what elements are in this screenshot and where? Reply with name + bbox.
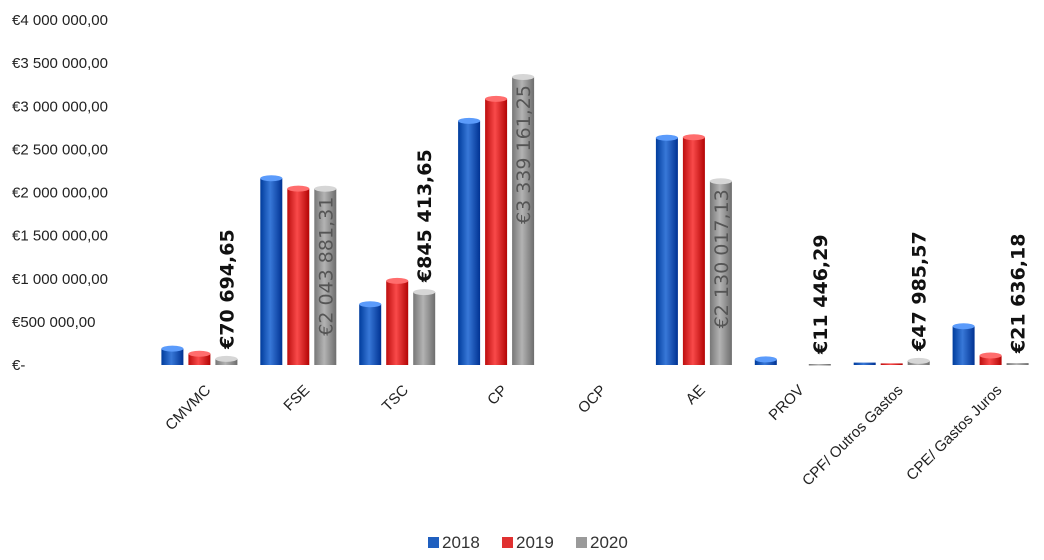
bar-cp-2018 [458, 120, 481, 366]
data-label: €11 446,29 [810, 234, 832, 355]
bar-cap [359, 301, 382, 308]
data-label: €3 339 161,25 [513, 85, 535, 224]
legend-swatch [576, 537, 587, 548]
y-tick-label: €1 500 000,00 [12, 228, 108, 245]
bar-cp-2020 [512, 77, 535, 365]
bar-cpf-outros-gastos-2019 [880, 363, 903, 365]
bar-cmvmc-2019 [188, 353, 211, 365]
bars [161, 74, 1029, 366]
bar-tsc-2020 [413, 292, 436, 365]
data-labels: €70 694,65 €2 043 881,31 €845 413,65 €3 339… [216, 85, 1029, 355]
y-tick-label: €500 000,00 [12, 314, 95, 331]
x-tick-label: CPE/ Gastos Juros [903, 382, 1005, 484]
x-tick-label: CPF/ Outros Gastos [799, 382, 907, 490]
bar-cap [260, 175, 283, 182]
data-label: €70 694,65 [216, 229, 238, 350]
bar-cap [386, 277, 409, 284]
bar-tsc-2018 [359, 304, 382, 365]
y-tick-label: €3 500 000,00 [12, 55, 108, 72]
x-tick-label: AE [683, 382, 709, 408]
bar-prov-2020 [808, 364, 831, 366]
legend-swatch [428, 537, 439, 548]
bar-cap [314, 185, 337, 192]
y-tick-label: €2 000 000,00 [12, 185, 108, 202]
bar-fse-2020 [314, 188, 337, 365]
bar-cp-2019 [485, 98, 508, 366]
bar-cap [754, 356, 777, 363]
bar-cap [709, 178, 732, 185]
bar-cap [979, 352, 1002, 359]
legend: 2018 2019 2020 [428, 533, 628, 552]
y-axis-ticks: €- €500 000,00 €1 000 000,00 €1 500 000,00 €… [12, 12, 108, 374]
bar-cap [188, 350, 211, 357]
y-tick-label: €2 500 000,00 [12, 141, 108, 158]
x-tick-label: PROV [766, 382, 808, 424]
bar-cmvmc-2018 [161, 348, 184, 365]
y-tick-label: €1 000 000,00 [12, 271, 108, 288]
bar-fse-2019 [287, 188, 310, 365]
bar-cap [512, 74, 535, 80]
bar-cap [485, 95, 508, 102]
bar-cap [458, 117, 481, 124]
bar-cap [215, 355, 238, 362]
x-tick-label: CP [484, 382, 511, 409]
data-label: €47 985,57 [909, 231, 931, 352]
bar-cap [655, 134, 678, 141]
bar-ae-2018 [655, 137, 678, 365]
legend-label: 2020 [590, 533, 628, 552]
bar-cpf-outros-gastos-2018 [853, 362, 876, 365]
bar-ae-2019 [682, 137, 705, 365]
x-tick-label: CMVMC [162, 382, 214, 434]
y-tick-label: €- [12, 357, 25, 374]
data-label: €2 043 881,31 [315, 197, 337, 336]
bar-ae-2020 [709, 181, 732, 365]
bar-cap [413, 289, 436, 296]
y-tick-label: €4 000 000,00 [12, 12, 108, 29]
bar-cmvmc-2020 [215, 358, 238, 365]
bar-cap [161, 345, 184, 352]
legend-label: 2018 [442, 533, 480, 552]
bar-tsc-2019 [386, 280, 409, 365]
bar-fse-2018 [260, 178, 283, 365]
bar-cap [907, 357, 930, 364]
bar-cpe-gastos-juros-2019 [979, 355, 1002, 365]
bar-cpe-gastos-juros-2020 [1006, 363, 1029, 365]
bar-cpe-gastos-juros-2018 [952, 326, 975, 365]
bar-cap [682, 134, 705, 141]
bar-cap [952, 323, 975, 330]
x-tick-label: TSC [379, 382, 412, 415]
legend-swatch [502, 537, 513, 548]
x-tick-label: FSE [280, 382, 313, 415]
y-tick-label: €3 000 000,00 [12, 98, 108, 115]
bar-cap [287, 185, 310, 192]
legend-label: 2019 [516, 533, 554, 552]
data-label: €21 636,18 [1008, 233, 1030, 354]
data-label: €845 413,65 [414, 149, 436, 283]
x-tick-label: OCP [575, 382, 610, 417]
data-label: €2 130 017,13 [711, 189, 733, 328]
